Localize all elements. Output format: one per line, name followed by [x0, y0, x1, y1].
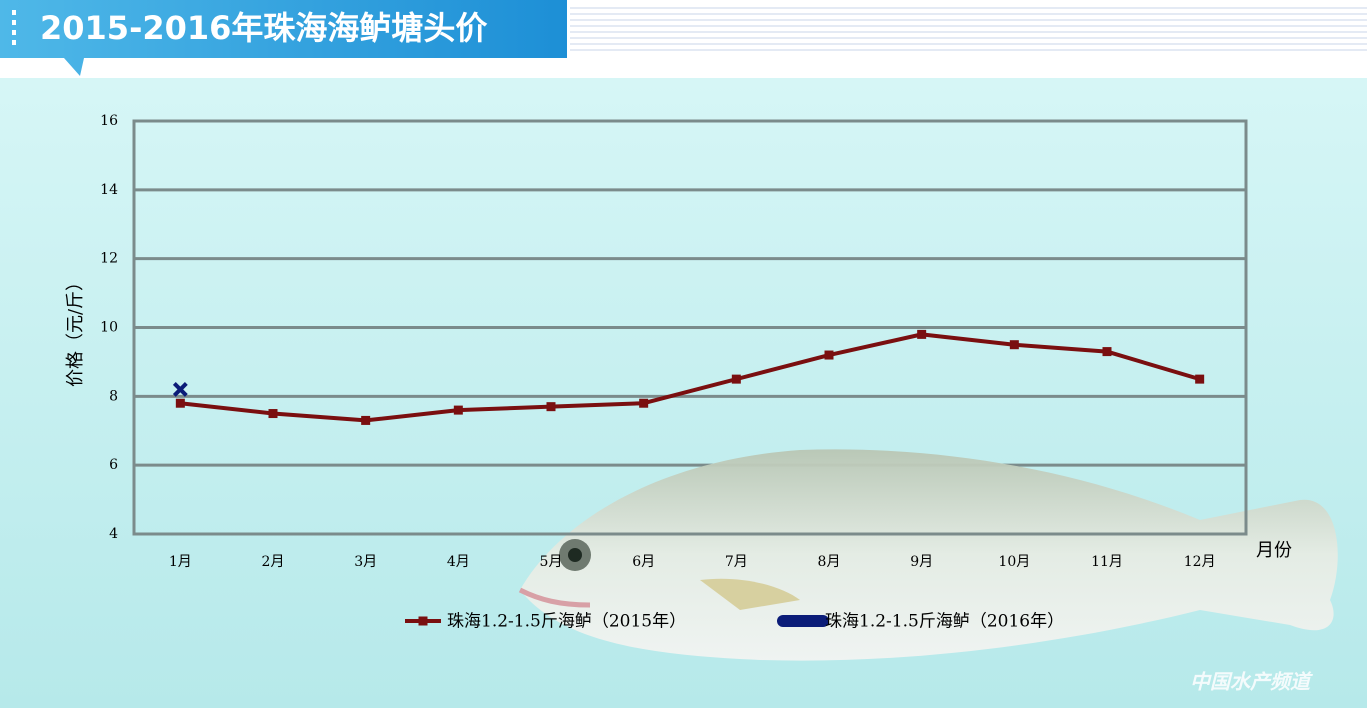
- x-tick-label: 2月: [262, 554, 285, 570]
- data-marker: [546, 402, 556, 412]
- data-marker: [1009, 340, 1019, 350]
- title-box: [0, 0, 567, 76]
- data-marker: [824, 350, 834, 360]
- legend-swatch: [418, 616, 428, 626]
- fish-illustration: [518, 449, 1338, 661]
- x-tick-label: 12月: [1184, 554, 1216, 570]
- plot-frame: [132, 119, 1248, 536]
- y-tick-label: 6: [109, 457, 118, 473]
- y-tick-label: 4: [109, 526, 118, 542]
- data-marker: [453, 405, 463, 415]
- y-tick-label: 16: [100, 113, 118, 129]
- x-tick-label: 6月: [632, 554, 655, 570]
- x-tick-label: 11月: [1091, 554, 1123, 570]
- x-tick-label: 3月: [354, 554, 377, 570]
- data-marker: [268, 409, 278, 419]
- legend-label: 珠海1.2-1.5斤海鲈（2015年）: [447, 612, 686, 632]
- series-line: [180, 332, 1201, 423]
- data-marker: [639, 398, 649, 408]
- data-marker: [1102, 347, 1112, 357]
- data-marker: [731, 374, 741, 384]
- data-marker: [175, 398, 185, 408]
- legend-label: 珠海1.2-1.5斤海鲈（2016年）: [825, 612, 1064, 632]
- x-tick-label: 9月: [910, 554, 933, 570]
- title-dots: [12, 10, 16, 45]
- y-tick-label: 12: [100, 251, 118, 267]
- y-axis-label: 价格（元/斤）: [65, 273, 86, 387]
- data-marker: [917, 329, 927, 339]
- data-marker: [172, 382, 188, 397]
- x-tick-label: 10月: [998, 554, 1030, 570]
- data-marker: [1195, 374, 1205, 384]
- x-tick-label: 1月: [169, 554, 192, 570]
- x-tick-label: 7月: [725, 554, 748, 570]
- watermark: 中国水产频道: [1190, 670, 1313, 694]
- x-tick-label: 4月: [447, 554, 470, 570]
- y-tick-label: 14: [100, 182, 118, 198]
- x-tick-label: 5月: [540, 554, 563, 570]
- x-axis-label: 月份: [1256, 540, 1292, 561]
- chart-title: 2015-2016年珠海海鲈塘头价: [40, 9, 487, 47]
- data-marker: [361, 415, 371, 425]
- y-tick-label: 10: [100, 320, 118, 336]
- x-tick-label: 8月: [818, 554, 841, 570]
- y-tick-label: 8: [109, 388, 118, 404]
- header-stripes: [570, 7, 1367, 51]
